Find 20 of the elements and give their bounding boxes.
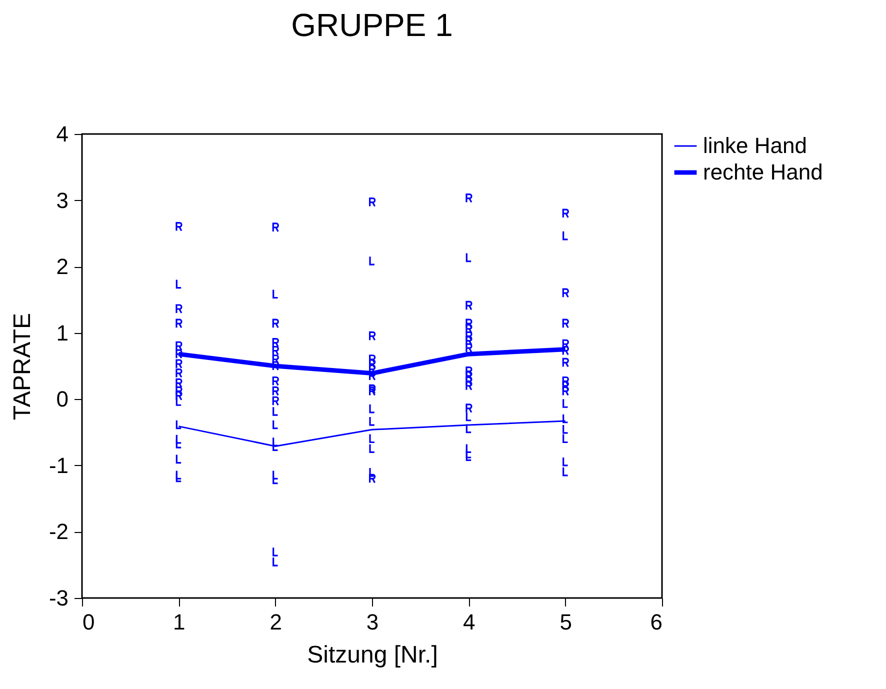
chart-title: GRUPPE 1: [291, 7, 453, 43]
x-tick-label: 4: [463, 610, 476, 634]
x-tick-label: 0: [82, 610, 95, 634]
y-tick-label: -1: [48, 452, 68, 478]
y-tick-label: -3: [48, 586, 68, 610]
x-tick-label: 1: [173, 610, 186, 634]
y-tick-label: 2: [56, 254, 68, 280]
y-tick-label: 3: [56, 188, 68, 213]
y-tick-label: 0: [56, 386, 68, 412]
x-axis-title: Sitzung [Nr.]: [307, 642, 438, 668]
x-tick-label: 3: [366, 610, 379, 634]
legend-label: linke Hand: [703, 133, 807, 158]
x-tick-label: 6: [650, 610, 662, 634]
y-tick-label: -2: [48, 519, 68, 544]
y-tick-label: 4: [56, 122, 68, 146]
legend-label: rechte Hand: [703, 160, 823, 184]
x-tick-label: 2: [270, 610, 282, 634]
y-axis-title: TAPRATE: [8, 312, 36, 420]
x-tick-label: 5: [560, 610, 572, 634]
y-tick-label: 1: [56, 320, 68, 346]
